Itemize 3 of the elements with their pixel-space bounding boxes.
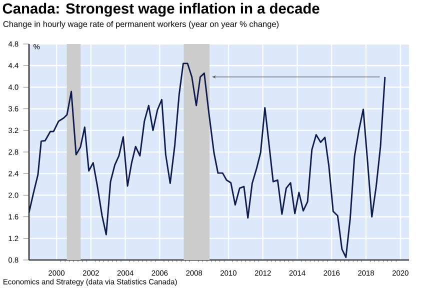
line-series (28, 62, 386, 258)
chart-title: Canada: Strongest wage inflation in a decade (2, 2, 320, 17)
chart-subtitle: Change in hourly wage rate of permanent workers (year on year % change) (3, 20, 279, 29)
